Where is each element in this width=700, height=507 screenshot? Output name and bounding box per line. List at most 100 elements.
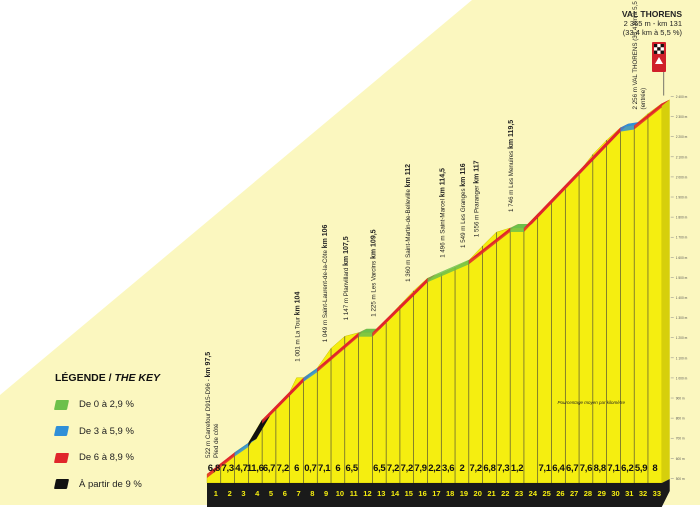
gradient-value-label: 7,1: [318, 463, 331, 474]
legend-swatch-blue: [53, 426, 70, 436]
gradient-value-label: 7,3: [497, 463, 509, 474]
legend-label: De 3 à 5,9 %: [79, 425, 134, 437]
gradient-value-label: 6,8: [483, 463, 495, 474]
profile-area: [206, 99, 670, 484]
gradient-segment: [358, 328, 381, 333]
waypoint-label: 1 496 m Saint-Marcel km 114,5: [439, 168, 446, 258]
gradient-value-label: 0,7: [304, 463, 316, 474]
flag-check: [657, 47, 661, 51]
waypoint-km: km 97,5: [205, 352, 212, 378]
legend-item: De 6 à 8,9 %: [53, 451, 215, 464]
km-tick-label: 11: [350, 489, 358, 498]
gradient-value-label: 6,5: [346, 463, 359, 474]
gradient-value-label: 6,7: [566, 463, 578, 474]
flag-check: [660, 44, 664, 48]
waypoint-label: 1 001 m La Tour km 104: [295, 292, 302, 362]
gradient-value-label: 2: [459, 463, 464, 474]
gradient-segment-edge: [372, 278, 428, 337]
gradient-value-label: 5,9: [635, 463, 647, 474]
km-tick-label: 28: [584, 489, 592, 498]
gradient-segment: [620, 121, 643, 128]
km-tick-label: 22: [501, 489, 509, 498]
km-axis-bar: [207, 479, 670, 507]
waypoint-name: 1 001 m La Tour: [295, 315, 302, 361]
km-tick-label: 23: [515, 489, 523, 498]
altitude-tick-label: 700 m: [676, 437, 685, 441]
waypoint-km: km 116: [460, 163, 467, 186]
waypoint-name: 1 549 m Les Granges: [460, 187, 467, 248]
gradient-value-label: 7,2: [401, 463, 413, 474]
km-tick-label: 32: [639, 489, 647, 498]
km-gridlines: [220, 113, 649, 483]
waypoint-name: 1 746 m Les Menuires: [508, 149, 515, 212]
gradient-segment-edge: [427, 260, 469, 283]
altitude-tick-label: 1 900 m: [676, 196, 688, 200]
km-tick-label: 31: [625, 489, 633, 498]
km-tick-label: 10: [336, 489, 344, 498]
gradient-value-label: 7,6: [580, 463, 592, 474]
gradient-segment-edge: [248, 419, 263, 448]
waypoint-km: km 119,5: [508, 120, 515, 149]
gradient-segment-edge: [523, 127, 621, 232]
gradient-value-label: 2,2: [428, 463, 440, 474]
legend-swatch-black: [53, 479, 70, 489]
gradient-value-label: 4,7: [235, 463, 247, 474]
km-tick-label: 9: [324, 489, 328, 498]
altitude-tick-label: 1 600 m: [676, 256, 688, 260]
km-tick-label: 5: [269, 489, 273, 498]
altitude-tick-label: 1 800 m: [676, 216, 688, 220]
waypoint-label: 1 360 m Saint-Martin-de-Belleville km 11…: [405, 164, 412, 282]
legend-item: De 3 à 5,9 %: [53, 425, 215, 438]
gradient-value-label: 7,3: [222, 463, 234, 474]
altitude-tick-label: 900 m: [676, 397, 685, 401]
km-tick-label: 25: [542, 489, 550, 498]
gradient-value-label: 6: [335, 463, 340, 474]
gradient-value-label: 3,6: [442, 463, 454, 474]
km-tick-label: 30: [611, 489, 619, 498]
km-tick-label: 27: [570, 489, 578, 498]
gradient-segment-edge: [303, 368, 318, 382]
flag-check: [654, 44, 658, 48]
km-axis: 1 2 3 4 5 6 7 8 9 10 11 12 13 14 15 16 17 18 19 20 21 22 23 24 2…: [207, 479, 670, 507]
flag-check: [660, 50, 664, 54]
altitude-axis: 2 400 m 2 300 m 2 200 m 2 100 m 2 000 m 1 900…: [670, 95, 688, 481]
gradient-segment-edge: [620, 125, 635, 132]
profile-side-face: [661, 99, 670, 483]
waypoint-km: km 112: [405, 164, 412, 187]
legend-label: De 6 à 8,9 %: [79, 452, 134, 463]
gradient-value-label: 1,2: [511, 463, 523, 474]
km-tick-label: 24: [529, 489, 538, 498]
km-tick-label: 4: [255, 489, 260, 498]
gradient-value-label: 6: [294, 463, 299, 474]
gradient-value-label: 7,2: [470, 463, 482, 474]
gradient-value-label: 6,4: [552, 463, 565, 474]
km-tick-label: 6: [283, 489, 287, 498]
gradient-segment-edge: [262, 377, 304, 424]
waypoint-km: km 106: [322, 224, 329, 248]
gradient-value-label: 6,8: [208, 463, 220, 474]
legend-label: À partir de 9 %: [79, 478, 142, 490]
gradient-ribbon: [207, 99, 670, 478]
altitude-tick-label: 600 m: [676, 457, 685, 461]
legend-item: De 0 à 2,9 %: [53, 398, 215, 411]
gradient-segment-edge: [634, 103, 662, 130]
flag-check: [654, 50, 658, 54]
legend-title-en: THE KEY: [114, 372, 161, 384]
summit-altitude: 2 365 m - km 131: [623, 19, 682, 28]
km-tick-label: 26: [556, 489, 564, 498]
waypoint-label: 1 049 m Saint-Laurent-de-la-Côte km 106: [322, 224, 329, 342]
gradient-value-label: 7,1: [538, 463, 551, 474]
altitude-tick-label: 500 m: [676, 477, 685, 481]
km-tick-label: 13: [377, 489, 385, 498]
altitude-tick-label: 1 700 m: [676, 236, 688, 240]
gradient-value-label: 7,2: [387, 463, 399, 474]
gradient-value-label: 7,2: [277, 463, 289, 474]
altitude-tick-label: 2 300 m: [676, 115, 688, 119]
flag-mountain: [655, 57, 663, 64]
gradient-segment: [510, 223, 532, 228]
waypoint-name: 1 147 m Planvillard: [343, 266, 350, 320]
waypoint-name: 2 256 m VAL THORENS: [632, 43, 639, 110]
flag-check: [654, 47, 658, 51]
